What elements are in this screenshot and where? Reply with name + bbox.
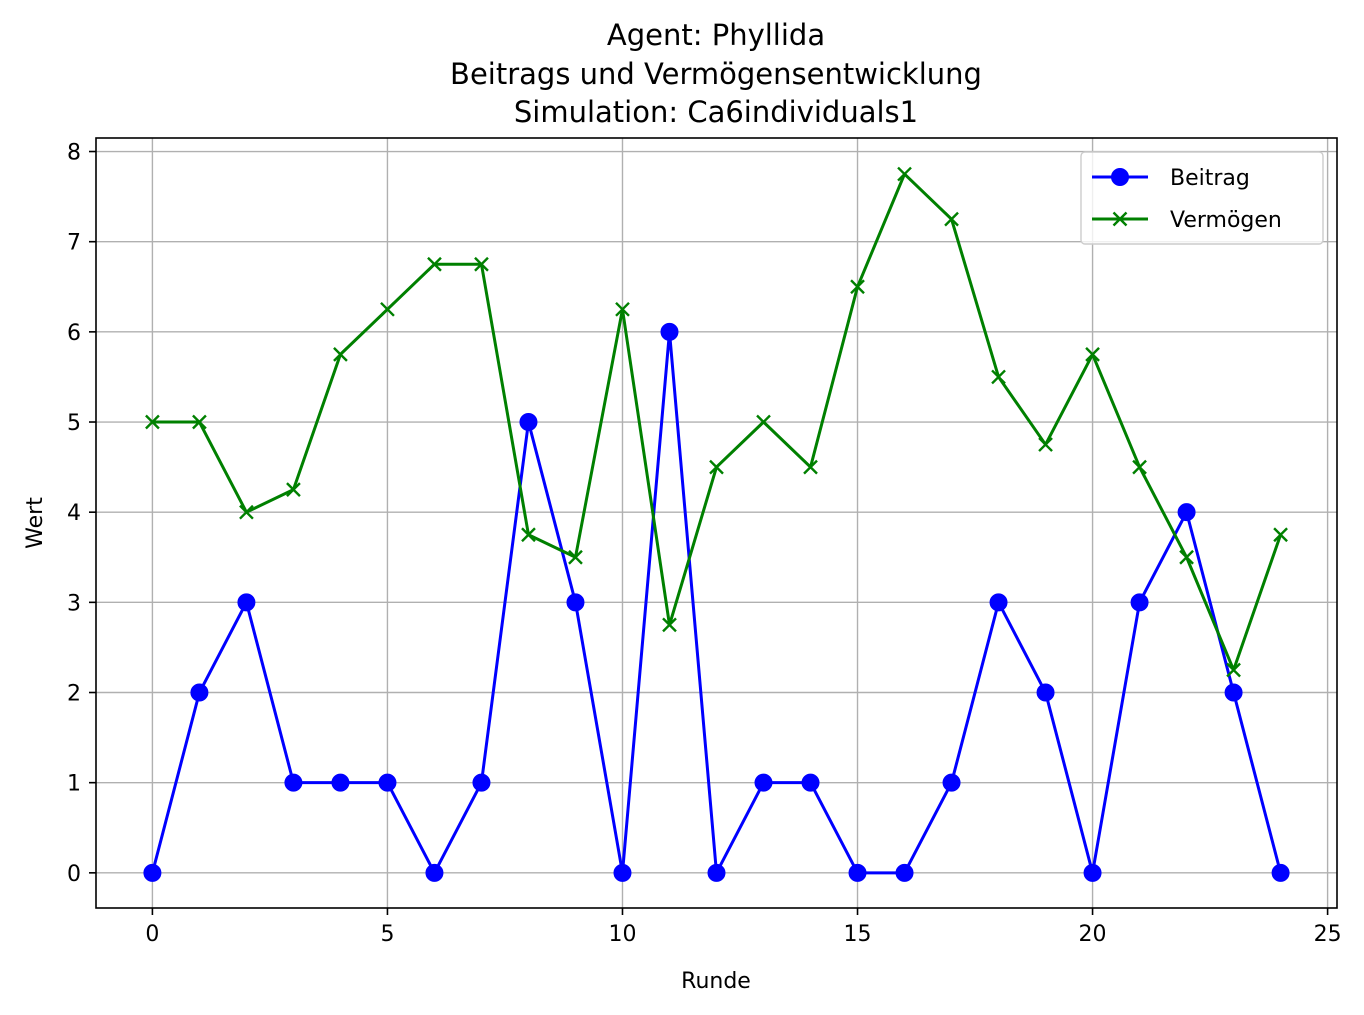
series-vermoegen-point [333, 347, 348, 362]
series-beitrag-point [143, 863, 162, 882]
series-vermoegen-point [1132, 459, 1147, 475]
chart-title-line-1: Agent: Phyllida [607, 18, 825, 52]
legend-beitrag-label: Beitrag [1170, 166, 1250, 191]
y-axis: 0 1 2 3 4 5 6 7 8 [67, 141, 96, 887]
legend-beitrag-marker [1111, 168, 1129, 186]
series-beitrag-point [1177, 503, 1196, 522]
y-tick-label: 6 [67, 321, 81, 346]
series-vermoegen-point [145, 414, 160, 430]
series-vermoegen-point [615, 301, 630, 317]
y-tick-label: 7 [67, 231, 81, 256]
series-vermoegen-point [897, 166, 912, 182]
y-tick-label: 1 [67, 772, 81, 797]
series-vermoegen-point [1273, 527, 1288, 543]
series-beitrag-point [237, 593, 256, 612]
series-beitrag-point [1083, 863, 1102, 882]
series-vermoegen-point [380, 301, 395, 317]
series-beitrag-point [989, 593, 1008, 612]
series-vermoegen-point [1179, 549, 1194, 565]
series-beitrag-point [660, 322, 679, 341]
series-beitrag-point [1130, 593, 1149, 612]
series-beitrag-point [566, 593, 585, 612]
plot-frame [95, 137, 1338, 909]
legend-item-vermoegen: Vermögen [1092, 208, 1282, 233]
grid [96, 138, 1337, 908]
series-vermoegen-point [944, 211, 959, 227]
series-beitrag-point [754, 773, 773, 792]
legend-vermoegen-label: Vermögen [1170, 208, 1282, 233]
series-beitrag-point [1224, 683, 1243, 702]
series-vermoegen-point [286, 482, 301, 497]
series-beitrag-point [425, 863, 444, 882]
series-vermoegen-point [427, 256, 442, 272]
series-beitrag [143, 322, 1290, 882]
chart-title-line-3: Simulation: Ca6individuals1 [514, 95, 918, 129]
series-beitrag-point [895, 863, 914, 882]
series-beitrag-point [1036, 683, 1055, 702]
series-vermoegen-point [192, 414, 207, 430]
series-vermoegen-point [1226, 662, 1241, 678]
series-beitrag-point [1271, 863, 1290, 882]
legend-box [1080, 151, 1324, 245]
chart-title-line-2: Beitrags und Vermögensentwicklung [450, 57, 982, 91]
x-tick-label: 10 [608, 922, 636, 947]
series-vermoegen-point [850, 279, 865, 295]
series-beitrag-point [613, 863, 632, 882]
legend-items: Beitrag Vermögen [1092, 166, 1282, 233]
series-vermoegen-point [991, 369, 1006, 385]
x-tick-label: 0 [145, 922, 159, 947]
series-layer [143, 166, 1290, 882]
series-beitrag-point [284, 773, 303, 792]
y-tick-label: 4 [67, 501, 81, 526]
series-beitrag-point [801, 773, 820, 792]
series-vermoegen-point [1038, 437, 1053, 452]
x-tick-label: 5 [380, 922, 394, 947]
series-vermoegen-point [239, 504, 254, 520]
series-beitrag-point [848, 863, 867, 882]
y-axis-label: Wert [23, 497, 48, 549]
series-vermoegen-point [709, 459, 724, 475]
chart-title: Agent: Phyllida Beitrags und Vermögensen… [450, 18, 982, 129]
series-beitrag-point [942, 773, 961, 792]
x-tick-label: 25 [1314, 922, 1342, 947]
series-beitrag-point [472, 773, 491, 792]
series-vermoegen-point [662, 617, 677, 633]
series-beitrag-point [331, 773, 350, 792]
series-vermoegen [145, 166, 1288, 678]
legend-vermoegen-marker [1112, 211, 1128, 227]
series-vermoegen-point [756, 414, 771, 430]
series-vermoegen-point [1085, 347, 1100, 362]
y-tick-label: 0 [67, 862, 81, 887]
y-tick-label: 2 [67, 682, 81, 707]
x-tick-label: 20 [1079, 922, 1107, 947]
x-axis-label: Runde [681, 969, 751, 994]
legend-item-beitrag: Beitrag [1092, 166, 1250, 191]
series-beitrag-point [190, 683, 209, 702]
series-vermoegen-point [568, 549, 583, 565]
series-vermoegen-point [803, 459, 818, 475]
series-vermoegen-point [521, 527, 536, 543]
y-tick-label: 8 [67, 141, 81, 166]
series-beitrag-point [519, 413, 538, 432]
y-tick-label: 3 [67, 591, 81, 616]
x-tick-label: 15 [844, 922, 872, 947]
legend: Beitrag Vermögen [1080, 151, 1324, 245]
x-axis: 0 5 10 15 20 25 [145, 908, 1342, 947]
y-tick-label: 5 [67, 411, 81, 436]
series-vermoegen-point [474, 256, 489, 272]
series-beitrag-point [378, 773, 397, 792]
series-beitrag-point [707, 863, 726, 882]
